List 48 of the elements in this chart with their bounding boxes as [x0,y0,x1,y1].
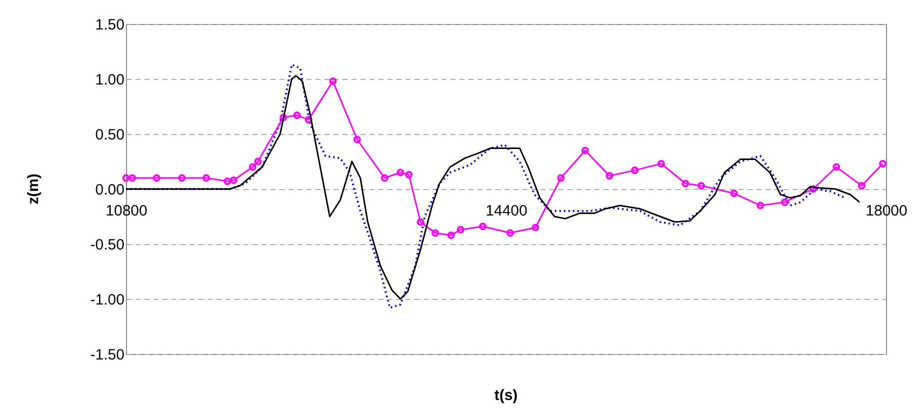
point [631,166,639,174]
point [682,180,690,188]
y-tick-label: 1.00 [95,72,124,88]
point [248,163,256,171]
point [293,112,301,120]
point [532,224,540,232]
point [557,174,565,182]
point [353,136,361,144]
point [405,170,413,178]
point [396,168,404,176]
point [832,163,840,171]
point [329,77,337,85]
point [380,174,388,182]
y-axis-title: z(m) [25,174,42,204]
point [756,202,764,210]
point [606,172,614,180]
point [280,114,288,122]
point [128,174,136,182]
x-tick-label: 14400 [486,202,528,220]
point [304,116,312,124]
point [479,222,487,230]
point [230,176,238,184]
y-tick-label: -1.00 [90,292,124,308]
y-tick-label: 0.00 [95,182,124,198]
x-axis-title: t(s) [494,387,518,404]
point [506,229,514,237]
y-tick-label: -1.50 [90,346,124,364]
point [178,174,186,182]
y-tick-label: 0.50 [95,126,124,144]
x-tick-label: 18000 [866,202,908,220]
point [202,174,210,182]
point [447,231,455,239]
x-tick-label: 10800 [106,202,148,220]
point [224,178,232,186]
point [780,198,788,206]
point [657,160,665,168]
point [858,182,866,190]
point [730,190,738,198]
point [809,185,817,193]
point [456,226,464,234]
point [432,229,440,237]
point [416,218,424,226]
point [254,158,262,166]
point [581,146,589,154]
point [152,174,160,182]
point [698,182,706,190]
y-tick-label: -0.50 [90,236,124,254]
y-tick-label: 1.50 [95,16,124,34]
